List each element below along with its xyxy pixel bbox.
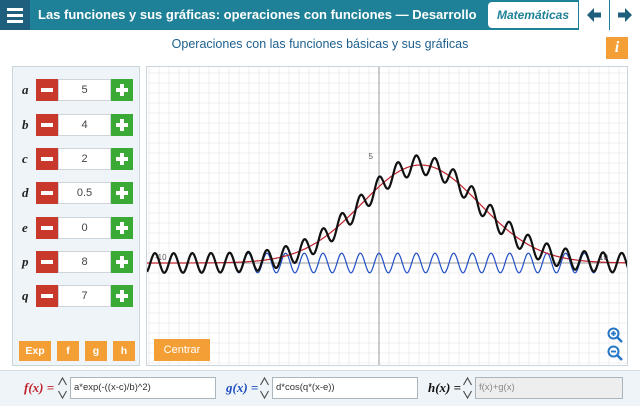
- increment-b-button[interactable]: [111, 114, 133, 136]
- function-plot: 5 -10 10: [147, 67, 627, 365]
- f-curve: [147, 164, 627, 264]
- zoom-out-button[interactable]: [607, 345, 623, 361]
- next-button[interactable]: [610, 0, 640, 30]
- param-label: q: [22, 288, 29, 303]
- param-c-input[interactable]: 2: [58, 148, 111, 170]
- param-row-q: q 7: [13, 285, 141, 307]
- center-button[interactable]: Centrar: [154, 339, 210, 361]
- y-tick-5: 5: [369, 152, 374, 161]
- g-button[interactable]: g: [85, 341, 107, 361]
- increment-d-button[interactable]: [111, 182, 133, 204]
- h-label: h(x) =: [428, 380, 462, 395]
- f-formula-input[interactable]: a*exp(-((x-c)/b)^2): [70, 377, 216, 399]
- info-button[interactable]: i: [606, 37, 628, 59]
- g-spinner-icon[interactable]: [259, 375, 270, 401]
- param-p-input[interactable]: 8: [58, 251, 111, 273]
- decrement-e-button[interactable]: [36, 217, 58, 239]
- g-formula-input[interactable]: d*cos(q*(x-e)): [272, 377, 418, 399]
- app-title: Las funciones y sus gráficas: operacione…: [38, 7, 477, 22]
- param-row-a: a 5: [13, 79, 141, 101]
- decrement-b-button[interactable]: [36, 114, 58, 136]
- param-row-p: p 8: [13, 251, 141, 273]
- exp-button[interactable]: Exp: [19, 341, 51, 361]
- grid-lines: [147, 67, 627, 365]
- arrow-left-icon: [587, 8, 601, 22]
- param-row-e: e 0: [13, 217, 141, 239]
- param-label: e: [22, 220, 28, 235]
- param-q-input[interactable]: 7: [58, 285, 111, 307]
- param-row-c: c 2: [13, 148, 141, 170]
- zoom-in-icon: [607, 327, 623, 343]
- param-label: c: [22, 151, 28, 166]
- x-tick-pos: 10: [599, 253, 608, 262]
- param-a-input[interactable]: 5: [58, 79, 111, 101]
- prev-button[interactable]: [579, 0, 609, 30]
- f-label: f(x) =: [24, 380, 55, 395]
- decrement-d-button[interactable]: [36, 182, 58, 204]
- decrement-a-button[interactable]: [36, 79, 58, 101]
- param-d-input[interactable]: 0.5: [58, 182, 111, 204]
- h-spinner-icon[interactable]: [462, 375, 473, 401]
- graph-area[interactable]: 5 -10 10 Centrar: [146, 66, 628, 366]
- hamburger-icon: [7, 8, 23, 11]
- zoom-in-button[interactable]: [607, 327, 623, 343]
- increment-p-button[interactable]: [111, 251, 133, 273]
- x-tick-neg: -10: [155, 253, 167, 262]
- param-e-input[interactable]: 0: [58, 217, 111, 239]
- function-bar: f(x) = a*exp(-((x-c)/b)^2) g(x) = d*cos(…: [0, 370, 640, 406]
- menu-button[interactable]: [0, 0, 30, 30]
- increment-q-button[interactable]: [111, 285, 133, 307]
- param-label: b: [22, 117, 29, 132]
- decrement-q-button[interactable]: [36, 285, 58, 307]
- g-label: g(x) =: [226, 380, 259, 395]
- param-row-b: b 4: [13, 114, 141, 136]
- decrement-p-button[interactable]: [36, 251, 58, 273]
- zoom-out-icon: [607, 345, 623, 361]
- param-label: a: [22, 82, 29, 97]
- top-bar: Las funciones y sus gráficas: operacione…: [0, 0, 640, 30]
- increment-c-button[interactable]: [111, 148, 133, 170]
- h-curve: [147, 154, 627, 274]
- decrement-c-button[interactable]: [36, 148, 58, 170]
- f-button[interactable]: f: [57, 341, 79, 361]
- subject-tab[interactable]: Matemáticas: [488, 2, 578, 28]
- param-row-d: d 0.5: [13, 182, 141, 204]
- h-button[interactable]: h: [113, 341, 135, 361]
- increment-e-button[interactable]: [111, 217, 133, 239]
- param-b-input[interactable]: 4: [58, 114, 111, 136]
- arrow-right-icon: [618, 8, 632, 22]
- page-subtitle: Operaciones con las funciones básicas y …: [171, 37, 469, 51]
- param-label: d: [22, 185, 29, 200]
- increment-a-button[interactable]: [111, 79, 133, 101]
- h-formula-input: f(x)+g(x): [475, 377, 623, 399]
- parameter-panel: a 5 b 4 c 2 d 0.5 e 0 p 8 q 7 Exp: [12, 66, 140, 366]
- f-spinner-icon[interactable]: [57, 375, 68, 401]
- param-label: p: [22, 254, 29, 269]
